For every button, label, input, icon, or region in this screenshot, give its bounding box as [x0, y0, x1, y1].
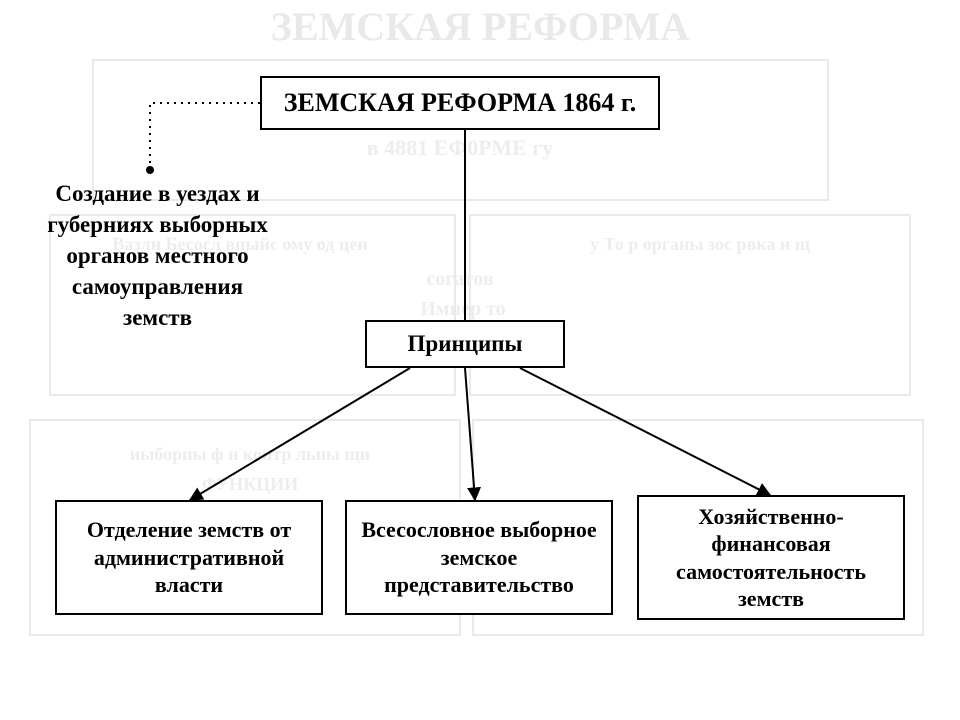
- node-side: Создание в уездах и губерниях выборных о…: [40, 178, 275, 333]
- svg-text:ФУНКЦИИ: ФУНКЦИИ: [202, 474, 298, 494]
- edge-mid-leaf2: [465, 368, 475, 500]
- node-leaf1: Отделение земств от административной вла…: [55, 500, 323, 615]
- svg-text:Импер то: Импер то: [420, 298, 505, 320]
- leaf1-label: Отделение земств от административной вла…: [67, 516, 311, 599]
- leaf3-label: Хозяйственно-финансовая самостоятельност…: [649, 503, 893, 613]
- dotted-elbow-dot: [146, 166, 154, 174]
- node-root: ЗЕМСКАЯ РЕФОРМА 1864 г.: [260, 76, 660, 130]
- node-leaf2: Всесословное выборное земское представит…: [345, 500, 613, 615]
- edge-root-side: [150, 103, 260, 170]
- faint-header: ЗЕМСКАЯ РЕФОРМА: [0, 3, 960, 50]
- node-mid: Принципы: [365, 320, 565, 368]
- node-leaf3: Хозяйственно-финансовая самостоятельност…: [637, 495, 905, 620]
- faint-header-text: ЗЕМСКАЯ РЕФОРМА: [271, 4, 690, 49]
- side-label: Создание в уездах и губерниях выборных о…: [47, 181, 268, 330]
- edge-mid-leaf3: [520, 368, 770, 495]
- root-label: ЗЕМСКАЯ РЕФОРМА 1864 г.: [284, 87, 636, 118]
- svg-text:у То р органы зос рвка н: у То р органы зос рвка н щ: [590, 234, 811, 254]
- edge-mid-leaf1: [190, 368, 410, 500]
- svg-text:иыборпы ф н контр льны щи: иыборпы ф н контр льны щи: [130, 444, 370, 464]
- svg-text:согатов: согатов: [426, 268, 494, 290]
- mid-label: Принципы: [408, 331, 523, 357]
- leaf2-label: Всесословное выборное земское представит…: [357, 516, 601, 599]
- diagram-canvas: ЗЕМСКАЯ РЕФОРМА в 4881 ЕФ0РМЕ гу согатов…: [0, 0, 960, 720]
- svg-text:в 4881 ЕФ0РМЕ гу: в 4881 ЕФ0РМЕ гу: [367, 135, 553, 160]
